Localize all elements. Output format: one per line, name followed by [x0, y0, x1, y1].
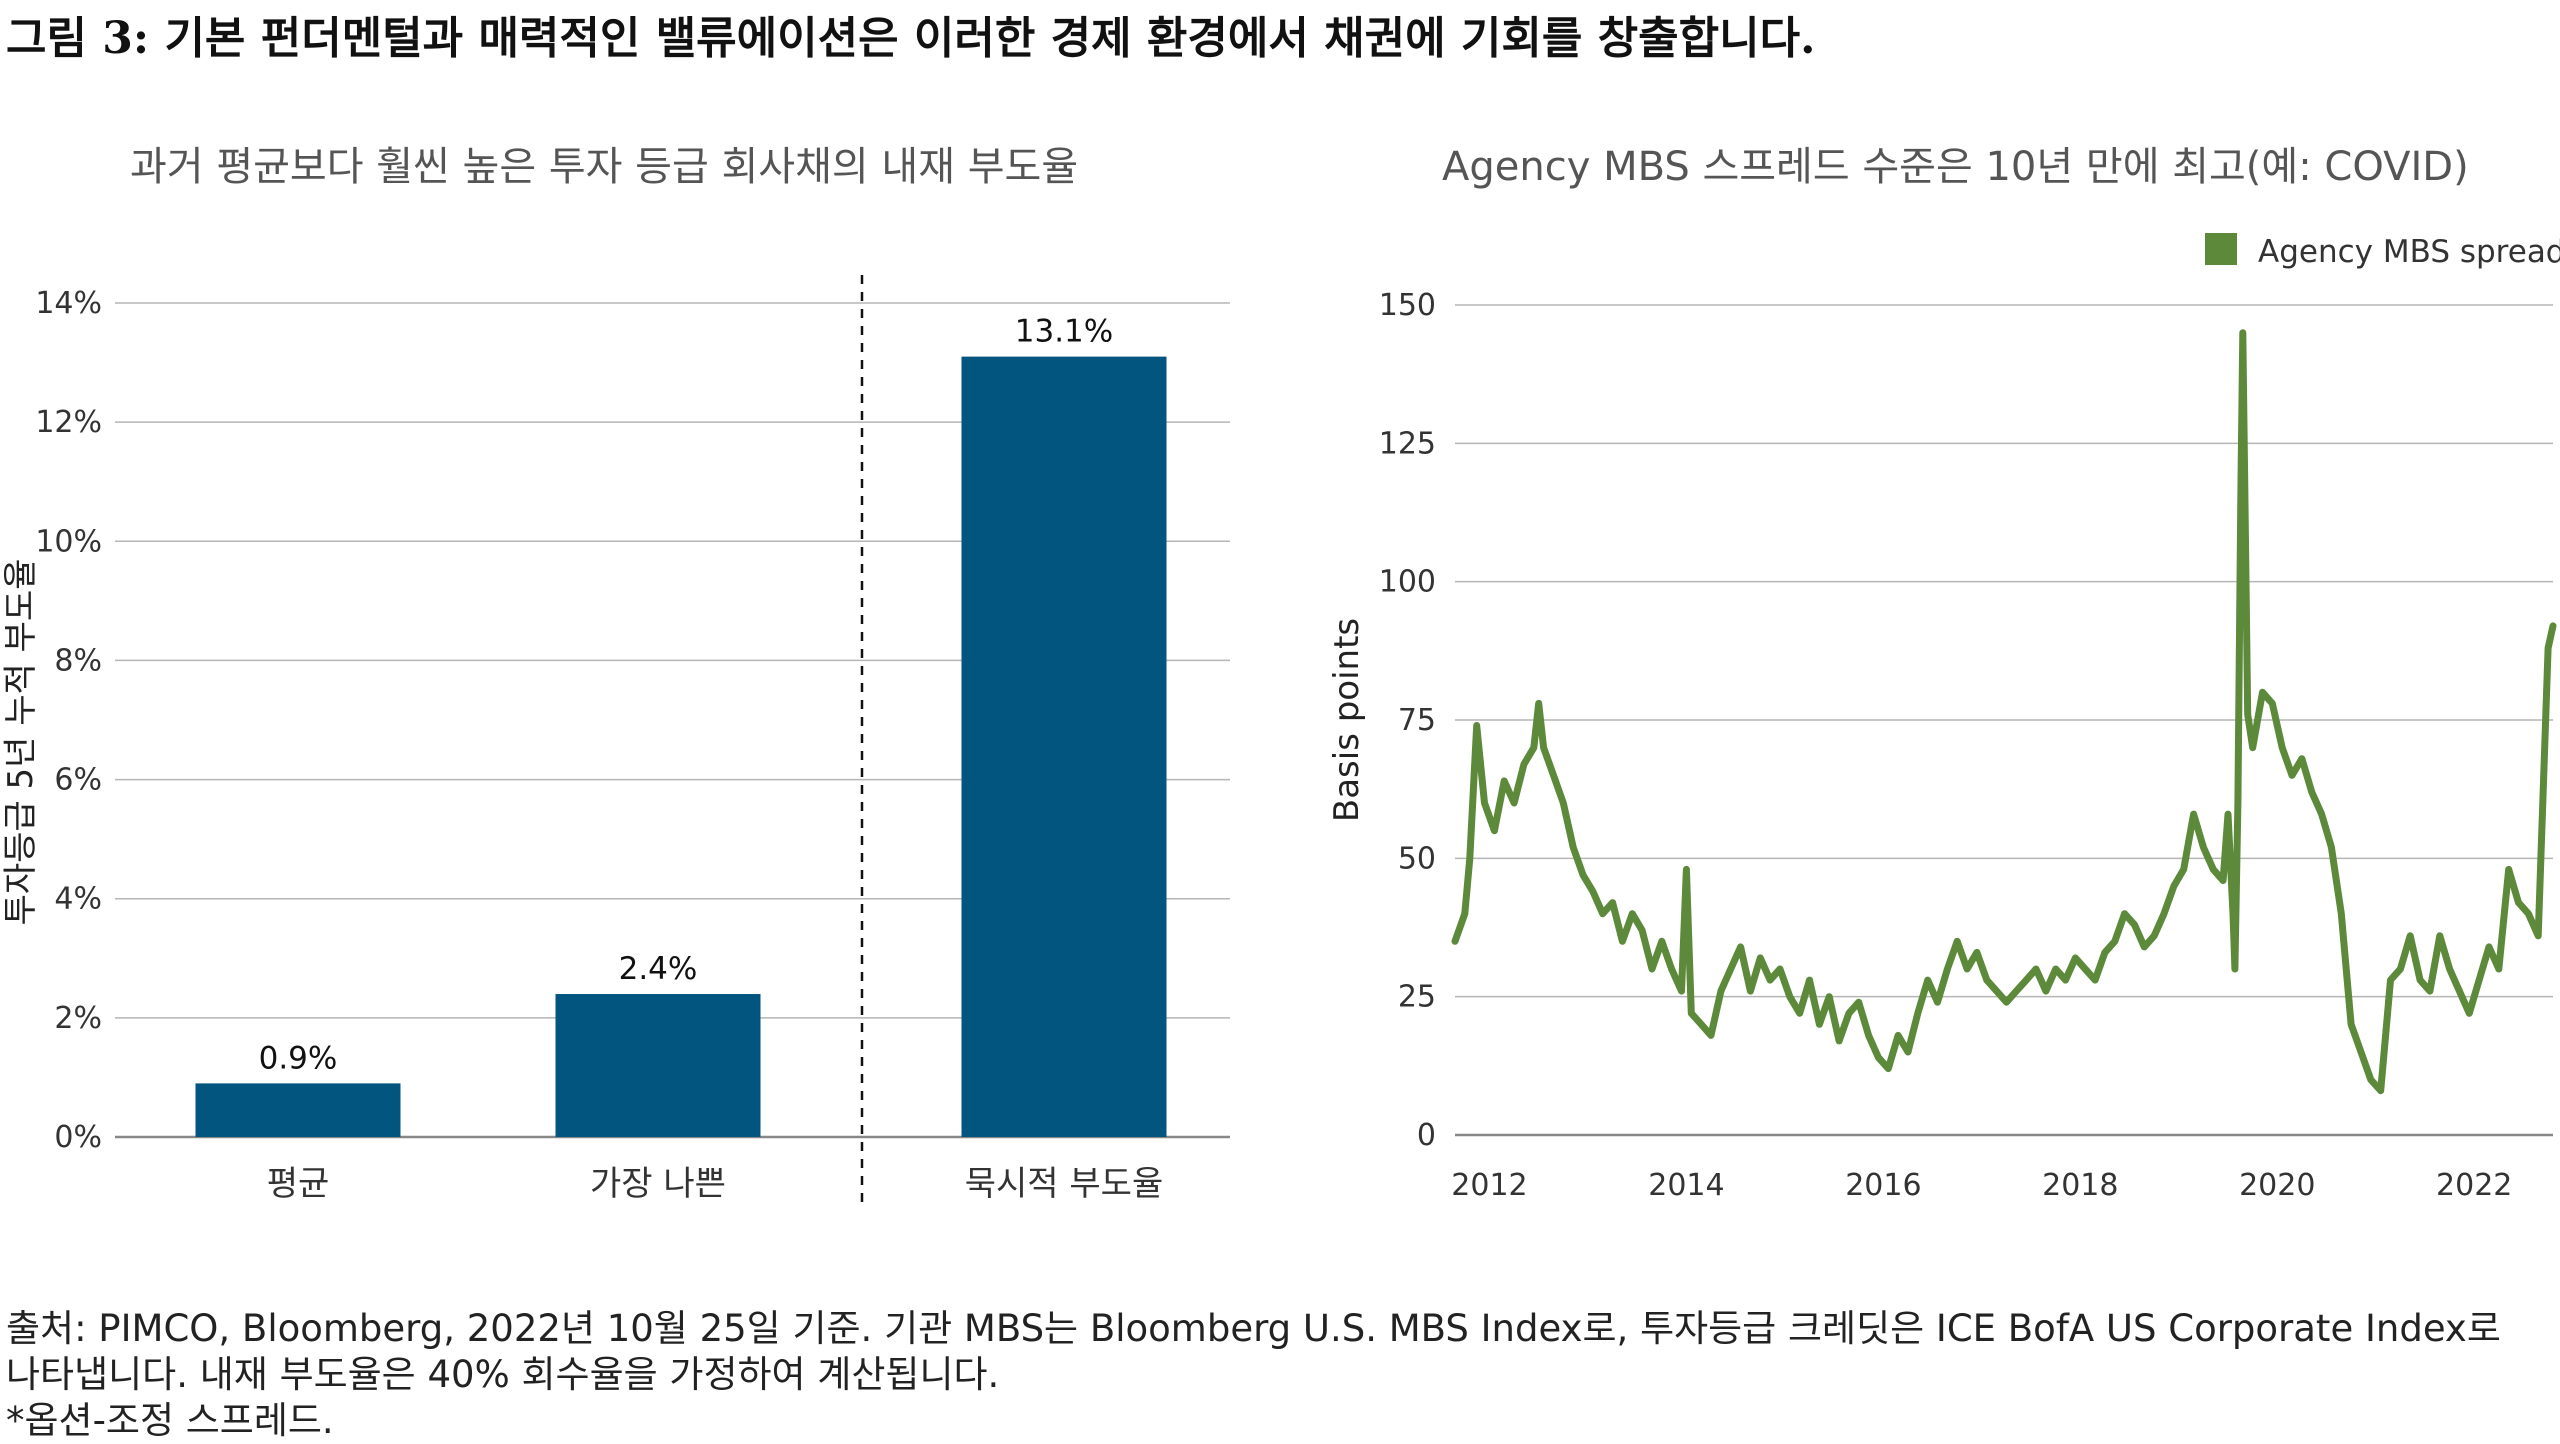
legend-swatch — [2205, 233, 2237, 265]
line-y-axis-label: Basis points — [1327, 618, 1367, 822]
bar-data-label: 0.9% — [259, 1040, 338, 1076]
line-y-tick: 75 — [1398, 703, 1436, 738]
bar-y-tick: 12% — [35, 405, 102, 440]
bar-y-tick: 6% — [54, 763, 102, 798]
bar-bars — [195, 356, 1167, 1138]
line-y-tick: 25 — [1398, 980, 1436, 1015]
line-x-tick: 2018 — [2042, 1168, 2118, 1203]
line-x-tick: 2020 — [2239, 1168, 2315, 1203]
bar-category-label: 가장 나쁜 — [590, 1164, 726, 1204]
bar-data-label: 2.4% — [619, 951, 698, 987]
line-y-tick: 100 — [1379, 565, 1436, 600]
line-x-tick: 2022 — [2436, 1168, 2512, 1203]
bar-3 — [961, 356, 1167, 1138]
bar-data-label: 13.1% — [1015, 314, 1113, 350]
bar-chart: 0% 2% 4% 6% 8% 10% 12% 14% 0.9% 2.4% 13.1% 평균 가장 나… — [1, 275, 1230, 1205]
bar-y-tick: 0% — [54, 1120, 102, 1155]
bar-category-labels: 평균 가장 나쁜 묵시적 부도율 — [267, 1164, 1164, 1204]
bar-1 — [195, 1083, 401, 1137]
line-y-tick: 0 — [1417, 1118, 1436, 1153]
footnote-source: 출처: PIMCO, Bloomberg, 2022년 10월 25일 기준. … — [6, 1307, 2501, 1350]
line-x-tick-labels: 2012 2014 2016 2018 2020 2022 — [1451, 1168, 2512, 1203]
bar-y-tick: 2% — [54, 1001, 102, 1036]
line-y-tick: 50 — [1398, 841, 1436, 876]
bar-data-labels: 0.9% 2.4% 13.1% — [259, 314, 1114, 1077]
line-chart-title: Agency MBS 스프레드 수준은 10년 만에 최고(예: COVID) — [1442, 144, 2469, 190]
line-y-tick: 150 — [1379, 288, 1436, 323]
bar-y-tick: 8% — [54, 643, 102, 678]
footnote-assumption: 나타냅니다. 내재 부도율은 40% 회수율을 가정하여 계산됩니다. — [6, 1353, 1000, 1396]
bar-category-label: 묵시적 부도율 — [965, 1164, 1164, 1204]
line-chart: 0 25 50 75 100 125 150 2012 2014 2016 2018 2020 202… — [1327, 233, 2560, 1203]
bar-y-tick-labels: 0% 2% 4% 6% 8% 10% 12% 14% — [35, 286, 102, 1155]
bar-y-tick: 4% — [54, 882, 102, 917]
figure-title: 그림 3: 기본 펀더멘털과 매력적인 밸류에이션은 이러한 경제 환경에서 채… — [6, 13, 1816, 64]
line-y-tick: 125 — [1379, 426, 1436, 461]
bar-chart-title: 과거 평균보다 훨씬 높은 투자 등급 회사채의 내재 부도율 — [130, 144, 1079, 190]
bar-y-tick: 10% — [35, 524, 102, 559]
line-x-tick: 2016 — [1845, 1168, 1921, 1203]
bar-2 — [555, 994, 761, 1137]
line-y-tick-labels: 0 25 50 75 100 125 150 — [1379, 288, 1436, 1153]
bar-y-tick: 14% — [35, 286, 102, 321]
legend-entry: Agency MBS spread* — [2258, 234, 2560, 270]
series-line-agency-mbs-spread — [1451, 329, 2557, 1095]
line-x-tick: 2014 — [1648, 1168, 1724, 1203]
line-x-tick: 2012 — [1451, 1168, 1527, 1203]
footnote-asterisk: *옵션-조정 스프레드. — [6, 1399, 334, 1442]
bar-y-axis-label: 투자등급 5년 누적 부도율 — [1, 559, 41, 926]
bar-category-label: 평균 — [267, 1164, 330, 1204]
